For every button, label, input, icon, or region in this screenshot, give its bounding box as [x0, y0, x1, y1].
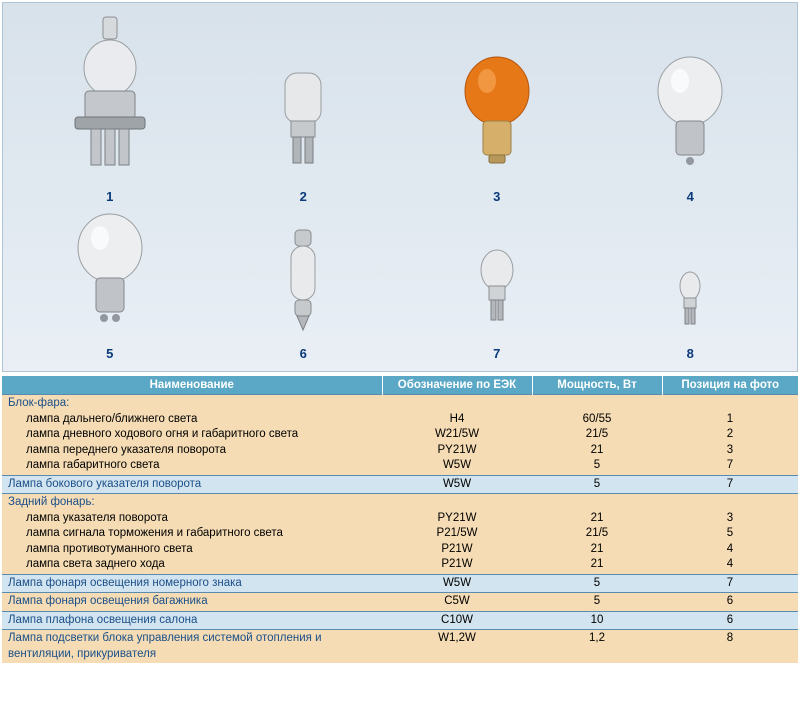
cell-power: 21 [591, 512, 604, 524]
cell-code: PY21W [438, 512, 477, 524]
bulb-cell-5: 5 [13, 210, 207, 367]
cell-name: лампа света заднего хода [8, 557, 378, 573]
cell-photo: 3 [727, 444, 733, 456]
cell-name: Лампа фонаря освещения номерного знака [2, 574, 382, 593]
bulb-h4-icon [55, 13, 165, 183]
cell-photo: 5 [727, 527, 733, 539]
cell-name: Лампа фонаря освещения багажника [2, 593, 382, 612]
table-row: Блок-фара: лампа дальнего/ближнего света… [2, 395, 798, 476]
cell-photo: 3 [727, 512, 733, 524]
cell-name: лампа габаритного света [8, 458, 378, 474]
cell-power: 5 [532, 574, 662, 593]
bulb-cell-4: 4 [594, 53, 788, 210]
cell-photo: 2 [727, 428, 733, 440]
cell-power: 21 [591, 558, 604, 570]
bulb-label: 2 [300, 189, 307, 204]
table-row: Лампа подсветки блока управления системо… [2, 630, 798, 664]
bulb-wedge-small-icon [467, 240, 527, 340]
bulb-gallery: 1 2 3 [3, 3, 797, 371]
cell-code: C10W [382, 611, 532, 630]
cell-photo: 6 [662, 611, 798, 630]
cell-power: 21/5 [586, 527, 608, 539]
bulb-wedge-tiny-icon [665, 260, 715, 340]
cell-name: лампа противотуманного света [8, 542, 378, 558]
bulb-festoon-icon [273, 220, 333, 340]
cell-name: лампа дальнего/ближнего света [8, 412, 378, 428]
cell-power: 60/55 [583, 413, 612, 425]
cell-photo: 7 [662, 475, 798, 494]
bulb-label: 3 [493, 189, 500, 204]
bulb-cell-1: 1 [13, 13, 207, 210]
bulb-label: 8 [687, 346, 694, 361]
cell-power: 1,2 [532, 630, 662, 664]
lamp-reference-card: 1 2 3 [2, 2, 798, 372]
cell-photo: 7 [727, 459, 733, 471]
cell-power: 5 [594, 459, 600, 471]
bulb-cell-6: 6 [207, 220, 401, 367]
th-code: Обозначение по ЕЭК [382, 376, 532, 395]
cell-power: 21/5 [586, 428, 608, 440]
th-photo: Позиция на фото [662, 376, 798, 395]
bulb-row-2: 5 6 7 [13, 210, 787, 367]
cell-code: W5W [382, 574, 532, 593]
cell-photo: 4 [727, 543, 733, 555]
cell-photo: 7 [662, 574, 798, 593]
cell-code: W5W [382, 475, 532, 494]
cell-name: Лампа плафона освещения салона [2, 611, 382, 630]
cell-code: W1,2W [382, 630, 532, 664]
cell-power: 5 [532, 593, 662, 612]
bulb-label: 6 [300, 346, 307, 361]
th-name: Наименование [2, 376, 382, 395]
bulb-label: 4 [687, 189, 694, 204]
cell-photo: 1 [727, 413, 733, 425]
cell-power: 5 [532, 475, 662, 494]
bulb-wedge-large-icon [263, 63, 343, 183]
bulb-cell-3: 3 [400, 53, 594, 210]
bulb-label: 7 [493, 346, 500, 361]
cell-power: 21 [591, 444, 604, 456]
cell-name: лампа переднего указателя поворота [8, 443, 378, 459]
cell-code: PY21W [438, 444, 477, 456]
cell-name: лампа сигнала торможения и габаритного с… [8, 526, 378, 542]
cell-name: лампа дневного ходового огня и габаритно… [8, 427, 378, 443]
bulb-row-1: 1 2 3 [13, 13, 787, 210]
group-header: Блок-фара: [8, 397, 69, 409]
cell-name: Лампа подсветки блока управления системо… [2, 630, 382, 664]
cell-code: P21/5W [437, 527, 478, 539]
cell-power: 21 [591, 543, 604, 555]
cell-code: W5W [443, 459, 471, 471]
cell-code: P21W [441, 558, 472, 570]
cell-name: Лампа бокового указателя поворота [2, 475, 382, 494]
bulb-cell-8: 8 [594, 260, 788, 367]
bulb-clear-dual-icon [60, 210, 160, 340]
cell-code: C5W [382, 593, 532, 612]
bulb-cell-2: 2 [207, 63, 401, 210]
cell-code: P21W [441, 543, 472, 555]
cell-name: лампа указателя поворота [8, 511, 378, 527]
bulb-label: 5 [106, 346, 113, 361]
table-row: Лампа фонаря освещения багажника C5W 5 6 [2, 593, 798, 612]
table-header-row: Наименование Обозначение по ЕЭК Мощность… [2, 376, 798, 395]
bulb-label: 1 [106, 189, 113, 204]
cell-code: H4 [450, 413, 465, 425]
bulb-clear-single-icon [640, 53, 740, 183]
cell-photo: 8 [662, 630, 798, 664]
cell-photo: 4 [727, 558, 733, 570]
lamp-table: Наименование Обозначение по ЕЭК Мощность… [2, 376, 798, 663]
table-row: Лампа плафона освещения салона C10W 10 6 [2, 611, 798, 630]
table-row: Лампа фонаря освещения номерного знака W… [2, 574, 798, 593]
cell-power: 10 [532, 611, 662, 630]
bulb-amber-icon [447, 53, 547, 183]
table-row: Задний фонарь: лампа указателя поворота … [2, 494, 798, 575]
cell-photo: 6 [662, 593, 798, 612]
cell-code: W21/5W [435, 428, 479, 440]
bulb-cell-7: 7 [400, 240, 594, 367]
group-header: Задний фонарь: [8, 496, 95, 508]
table-row: Лампа бокового указателя поворота W5W 5 … [2, 475, 798, 494]
th-power: Мощность, Вт [532, 376, 662, 395]
